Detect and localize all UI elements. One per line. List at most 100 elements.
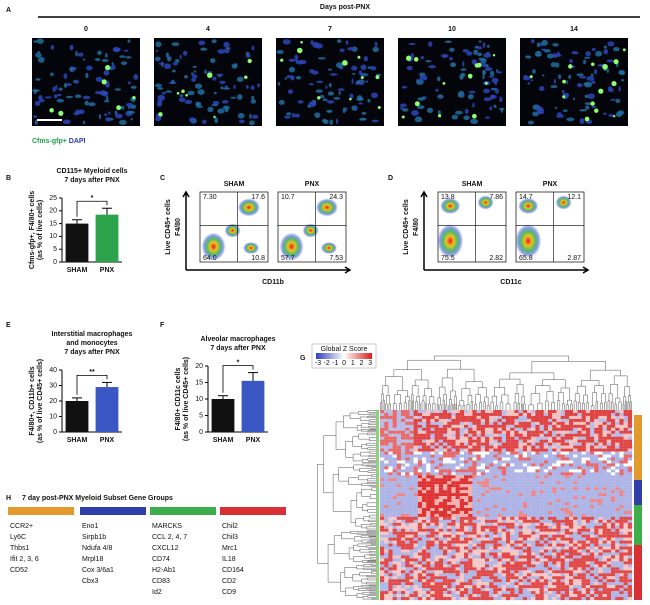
- heatmap-cell: [543, 588, 549, 592]
- heatmap-cell: [577, 460, 582, 464]
- heatmap-cell: [615, 451, 620, 455]
- nucleus: [333, 96, 341, 100]
- heatmap-cell: [569, 442, 574, 446]
- nucleus: [339, 48, 345, 53]
- heatmap-cell: [518, 582, 523, 586]
- heatmap-cell: [493, 579, 498, 583]
- heatmap-cell: [464, 543, 469, 547]
- heatmap-cell: [548, 475, 553, 479]
- heatmap-cell: [594, 478, 599, 482]
- heatmap-cell: [422, 433, 427, 437]
- heatmap-cell: [518, 499, 523, 503]
- heatmap-cell: [497, 466, 502, 470]
- heatmap-cell: [380, 439, 385, 443]
- heatmap-cell: [468, 510, 473, 515]
- y-axis-label: F4/80: [413, 218, 420, 236]
- heatmap-cell: [573, 582, 578, 586]
- heatmap-cell: [560, 510, 565, 515]
- heatmap-cell: [501, 412, 507, 417]
- heatmap-cell: [581, 478, 586, 482]
- dendrogram: [551, 402, 555, 410]
- heatmap-cell: [514, 424, 519, 428]
- heatmap-cell: [535, 460, 540, 464]
- heatmap-cell: [606, 457, 612, 461]
- heatmap-cell: [560, 481, 565, 485]
- heatmap-cell: [472, 567, 477, 571]
- heatmap-cell: [405, 537, 410, 541]
- heatmap-cell: [514, 534, 519, 538]
- heatmap-cell: [422, 507, 427, 512]
- heatmap-cell: [590, 502, 595, 506]
- heatmap-cell: [535, 513, 540, 517]
- heatmap-cell: [434, 570, 439, 574]
- heatmap-cell: [506, 463, 511, 467]
- heatmap-cell: [623, 433, 628, 437]
- heatmap-cell: [459, 478, 465, 482]
- heatmap-cell: [506, 433, 511, 437]
- nucleus: [460, 68, 467, 71]
- heatmap-cell: [459, 424, 465, 428]
- heatmap-cell: [396, 472, 402, 476]
- nucleus: [308, 83, 314, 86]
- heatmap-cell: [422, 445, 427, 449]
- heatmap-cell: [485, 505, 490, 509]
- heatmap-cell: [573, 510, 578, 515]
- heatmap-cell: [602, 410, 607, 414]
- heatmap-cell: [543, 597, 549, 601]
- heatmap-cell: [434, 564, 439, 568]
- nucleus: [94, 57, 101, 61]
- heatmap-cell: [564, 555, 570, 559]
- heatmap-cell: [548, 570, 553, 574]
- heatmap-cell: [422, 522, 427, 526]
- heatmap-cell: [380, 481, 385, 485]
- heatmap-cell: [514, 516, 519, 520]
- heatmap-cell: [497, 570, 502, 574]
- heatmap-cell: [590, 478, 595, 482]
- heatmap-cell: [380, 410, 385, 414]
- heatmap-cell: [380, 549, 385, 553]
- heatmap-cell: [405, 546, 410, 550]
- heatmap-cell: [459, 579, 465, 583]
- heatmap-cell: [598, 421, 603, 425]
- heatmap-cell: [627, 478, 633, 482]
- heatmap-cell: [548, 591, 553, 595]
- heatmap-cell: [590, 412, 595, 417]
- heatmap-cell: [619, 463, 624, 467]
- heatmap-cell: [560, 567, 565, 571]
- gfp-cell: [296, 47, 303, 54]
- heatmap-cell: [493, 487, 498, 491]
- heatmap-cell: [581, 412, 586, 417]
- heatmap-cell: [417, 463, 423, 467]
- heatmap-cell: [611, 534, 616, 538]
- heatmap-cell: [384, 499, 389, 503]
- heatmap-cell: [472, 549, 477, 553]
- heatmap-cell: [401, 555, 406, 559]
- heatmap-cell: [543, 412, 549, 417]
- heatmap-cell: [489, 439, 494, 443]
- heatmap-cell: [501, 573, 507, 577]
- heatmap-cell: [409, 502, 414, 506]
- heatmap-cell: [396, 427, 402, 431]
- heatmap-cell: [615, 427, 620, 431]
- heatmap-cell: [497, 540, 502, 544]
- heatmap-cell: [409, 558, 414, 562]
- heatmap-cell: [413, 412, 418, 417]
- heatmap-cell: [476, 427, 481, 431]
- heatmap-cell: [615, 493, 620, 497]
- heatmap-cell: [522, 567, 528, 571]
- heatmap-cell: [581, 502, 586, 506]
- quadrant-value: 2.82: [489, 255, 503, 262]
- heatmap-cell: [573, 436, 578, 440]
- heatmap-cell: [522, 478, 528, 482]
- heatmap-cell: [426, 451, 431, 455]
- dendrogram: [368, 422, 376, 425]
- heatmap-cell: [606, 487, 612, 491]
- heatmap-cell: [543, 451, 549, 455]
- heatmap-cell: [552, 487, 557, 491]
- heatmap-cell: [615, 502, 620, 506]
- heatmap-cell: [468, 430, 473, 434]
- heatmap-cell: [611, 591, 616, 595]
- heatmap-cell: [417, 415, 423, 420]
- heatmap-cell: [380, 475, 385, 479]
- dendrogram: [388, 403, 391, 410]
